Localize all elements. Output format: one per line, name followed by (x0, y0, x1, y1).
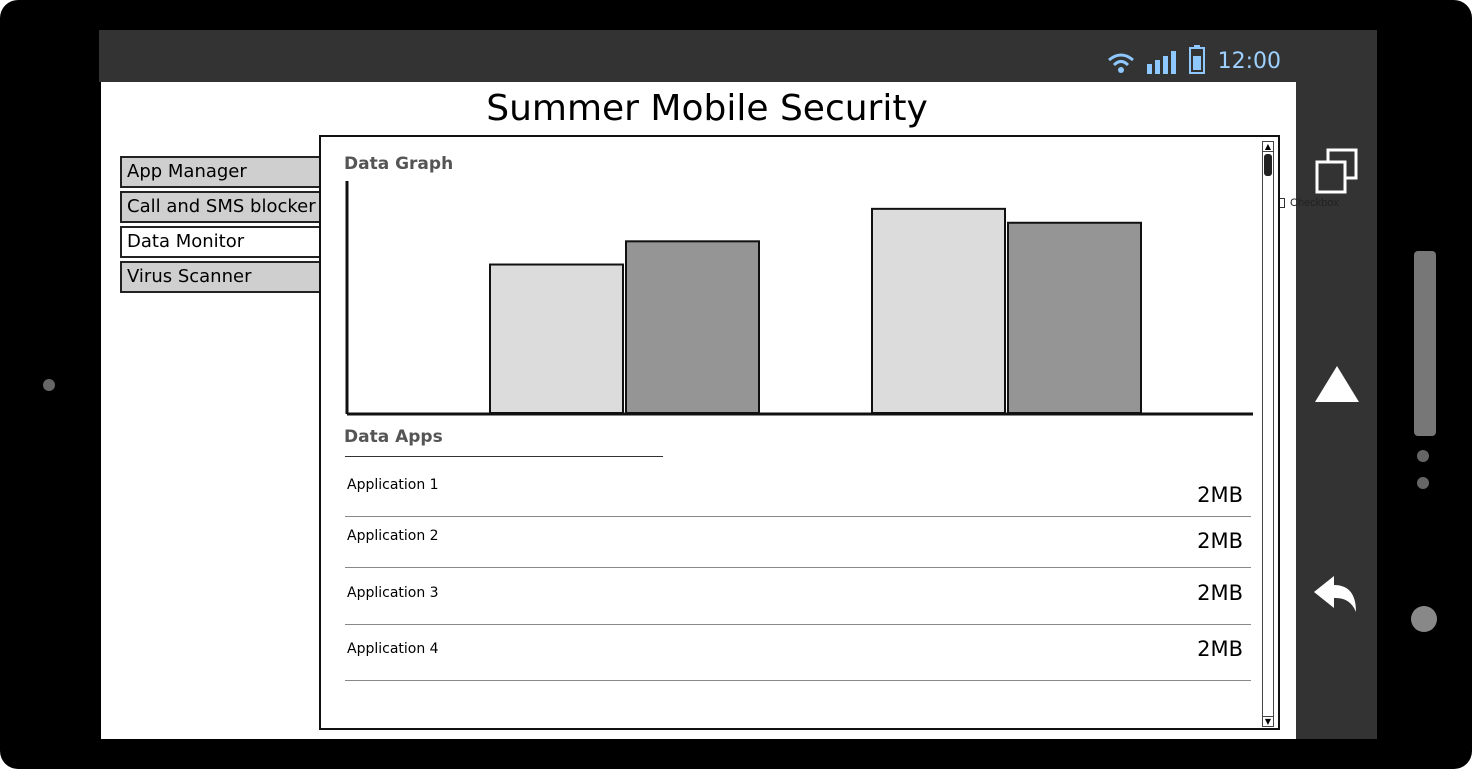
bar-group2-series2 (1007, 221, 1142, 415)
recent-apps-icon (1314, 148, 1360, 200)
data-apps-title: Data Apps (344, 427, 443, 447)
nav-rail (1296, 82, 1377, 739)
wifi-icon (1106, 50, 1136, 74)
battery-icon (1188, 44, 1206, 74)
checkbox-label: Checkbox (1290, 197, 1339, 209)
scroll-down-icon[interactable]: ▼ (1263, 716, 1273, 726)
app-row[interactable]: Application 3 2MB (345, 568, 1251, 625)
side-menu: App Manager Call and SMS blocker Data Mo… (120, 156, 323, 296)
app-row[interactable]: Application 2 2MB (345, 517, 1251, 568)
bar-group1-series1 (489, 263, 624, 414)
status-bar: 12:00 (99, 30, 1377, 82)
data-graph-chart (345, 181, 1253, 416)
menu-item-data-monitor[interactable]: Data Monitor (120, 226, 323, 258)
app-size: 2MB (1197, 637, 1243, 661)
indicator-dot (1417, 477, 1429, 489)
app-size: 2MB (1197, 483, 1243, 507)
app-row[interactable]: Application 1 2MB (345, 463, 1251, 517)
app-size: 2MB (1197, 581, 1243, 605)
app-name: Application 1 (347, 477, 439, 493)
app-size: 2MB (1197, 529, 1243, 553)
home-icon (1313, 364, 1361, 408)
menu-item-call-sms-blocker[interactable]: Call and SMS blocker (120, 191, 323, 223)
indicator-dot (1417, 450, 1429, 462)
data-apps-underline (345, 456, 663, 457)
app-name: Application 2 (347, 528, 439, 544)
scroll-thumb[interactable] (1264, 154, 1272, 176)
app-name: Application 4 (347, 641, 439, 657)
hardware-button[interactable] (1411, 606, 1437, 632)
menu-item-virus-scanner[interactable]: Virus Scanner (120, 261, 323, 293)
signal-icon (1146, 50, 1178, 74)
checkbox[interactable]: Checkbox (1275, 197, 1339, 209)
status-time: 12:00 (1217, 49, 1281, 74)
home-button[interactable] (1296, 364, 1377, 408)
data-monitor-panel: ▲ ▼ Data Graph Data Apps Application 1 2… (319, 135, 1280, 730)
app-row[interactable]: Application 4 2MB (345, 625, 1251, 681)
data-graph-title: Data Graph (344, 154, 454, 174)
scroll-up-icon[interactable]: ▲ (1263, 142, 1273, 152)
bar-group1-series2 (625, 240, 760, 414)
side-slider[interactable] (1414, 251, 1436, 436)
bar-group2-series1 (871, 207, 1006, 415)
menu-item-app-manager[interactable]: App Manager (120, 156, 323, 188)
scrollbar[interactable]: ▲ ▼ (1262, 141, 1274, 727)
back-button[interactable] (1296, 572, 1377, 620)
recent-apps-button[interactable] (1296, 148, 1377, 200)
page-title: Summer Mobile Security (486, 88, 928, 129)
app-name: Application 3 (347, 585, 439, 601)
left-sensor-dot (43, 379, 55, 391)
back-icon (1312, 572, 1362, 620)
